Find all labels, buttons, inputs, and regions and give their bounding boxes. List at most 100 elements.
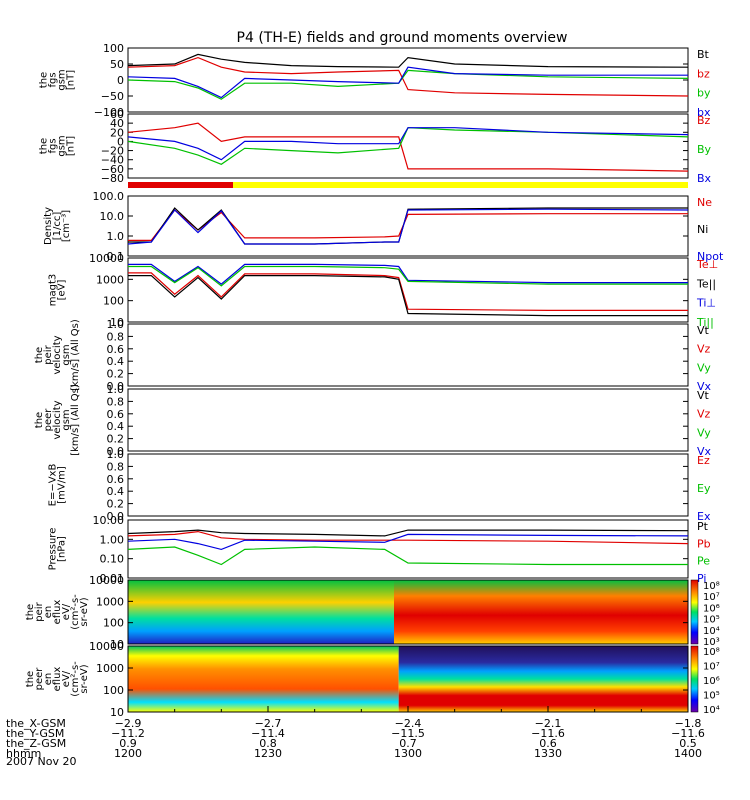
- series-line-Te: [128, 275, 688, 317]
- y-tick-label: 0.0: [107, 445, 125, 458]
- y-axis-label: sr-eV): [79, 597, 90, 626]
- legend-label: By: [697, 143, 712, 156]
- legend-label: Npot: [697, 250, 724, 263]
- x-row-value: 0.6: [539, 737, 557, 750]
- x-row-value: −2.9: [115, 717, 142, 730]
- y-tick-label: 0.6: [107, 408, 125, 421]
- spectrogram-active: [394, 580, 688, 644]
- panel-frame: [127, 323, 689, 387]
- panel-frame: [127, 519, 689, 579]
- panels-group: 100500−50−100thefgsgsm[nT]Btbzbybx604020…: [25, 42, 724, 719]
- legend-label: Ti||: [696, 316, 714, 329]
- x-row-value: 1330: [534, 747, 562, 760]
- y-tick-label: −80: [101, 172, 124, 185]
- y-tick-label: 0.4: [107, 485, 125, 498]
- spectrogram-active: [398, 646, 688, 712]
- x-row-label: the_X-GSM: [6, 717, 66, 730]
- series-line-Pt: [127, 529, 689, 537]
- y-tick-label: 0.8: [107, 330, 125, 343]
- y-tick-label: 100: [103, 684, 124, 697]
- y-tick-label: 10000: [89, 640, 124, 653]
- y-tick-label: 50: [110, 58, 124, 71]
- y-tick-label: 0.4: [107, 420, 125, 433]
- legend-label: Vx: [697, 380, 712, 393]
- series-line-Pb: [127, 530, 689, 545]
- series-line-Pi: [127, 533, 689, 551]
- series-line-Bt: [127, 53, 689, 68]
- y-tick-label: 0.6: [107, 473, 125, 486]
- y-axis-label: en: [43, 606, 54, 619]
- y-tick-label: 0.4: [107, 355, 125, 368]
- y-tick-label: 10000: [89, 574, 124, 587]
- y-axis-label: eflux: [52, 600, 63, 625]
- y-tick-label: 0: [117, 74, 124, 87]
- y-axis-label: the: [39, 138, 50, 154]
- y-axis-label: [nT]: [66, 70, 77, 90]
- y-tick-label: −100: [94, 106, 124, 119]
- x-row-label: hhmm: [6, 747, 41, 760]
- legend-label: Bx: [697, 172, 712, 185]
- colorbar-label: 10⁷: [703, 592, 720, 603]
- date-label: 2007 Nov 20: [6, 755, 76, 768]
- y-tick-label: 0.2: [107, 498, 125, 511]
- colorbar-label: 10⁶: [703, 603, 720, 614]
- y-axis-label: en: [43, 673, 54, 686]
- y-axis-label: [1/cc]: [52, 212, 63, 241]
- y-tick-label: 20: [110, 126, 124, 139]
- series-line-Bx: [127, 127, 689, 161]
- colorbar-label: 10⁴: [703, 705, 720, 716]
- series-line-bz: [127, 56, 689, 97]
- y-axis-label: [eV]: [57, 280, 68, 301]
- panel-frame: [127, 388, 689, 452]
- x-row-value: −2.4: [395, 717, 422, 730]
- legend-label: Bt: [697, 48, 710, 61]
- y-axis-label: velocity: [52, 400, 63, 439]
- x-row-value: 1400: [674, 747, 702, 760]
- y-tick-label: 100: [103, 295, 124, 308]
- x-row-value: −2.7: [255, 717, 282, 730]
- x-row-value: −11.4: [251, 727, 285, 740]
- y-axis-label: the: [34, 347, 45, 363]
- colorbar: [690, 579, 699, 645]
- panel-temperature: 10000 1000 100 10 magt3[eV] Te⊥ Te|| Ti⊥ Ti||: [48, 252, 719, 329]
- y-axis-label: peer: [34, 667, 45, 691]
- legend-label: Pi: [697, 572, 706, 585]
- y-tick-label: 1.0: [107, 448, 125, 461]
- y-axis-label: gsm: [57, 69, 68, 90]
- y-axis-label: [mV/m]: [57, 466, 68, 504]
- panel-frame: [127, 257, 689, 323]
- x-row-value: 1200: [114, 747, 142, 760]
- panel-peir-velocity: 1.00.80.60.40.20.0thepeirvelocitygsm[km/…: [34, 318, 712, 393]
- legend-label: Pe: [697, 555, 710, 568]
- y-axis-label: peir: [43, 344, 54, 364]
- y-axis-label: [nT]: [66, 136, 77, 156]
- panel-pressure: 10.00 1.00 0.10 0.01 Pressure[nPa] Pt Pb Pe Pi: [48, 514, 711, 585]
- series-line-bx: [127, 66, 688, 99]
- legend-label: Vt: [697, 389, 710, 402]
- legend-label: Ne: [697, 196, 712, 209]
- y-axis-label: (cm²-s-: [70, 661, 81, 697]
- legend-label: Pt: [697, 520, 709, 533]
- y-tick-label: 0.2: [107, 368, 125, 381]
- y-tick-label: 1000: [96, 273, 124, 286]
- panel-frame: [127, 579, 689, 645]
- legend-label: Ti⊥: [696, 297, 716, 310]
- panel-frame: [127, 453, 689, 517]
- y-tick-label: −40: [101, 154, 124, 167]
- x-row-value: −11.6: [671, 727, 705, 740]
- colorbar-label: 10⁴: [703, 626, 720, 637]
- y-axis-label: peer: [43, 408, 54, 432]
- y-axis-label: eV/: [61, 670, 72, 687]
- legend-label: Ex: [697, 510, 711, 523]
- plot-title: P4 (TH-E) fields and ground moments over…: [237, 30, 568, 46]
- y-tick-label: 10: [110, 638, 124, 651]
- y-tick-label: −50: [101, 90, 124, 103]
- y-axis-label: eflux: [52, 667, 63, 692]
- x-axis-area: the_X-GSM −2.9 −2.7 −2.4 −2.1 −1.8 the_Y-GSM −1…: [6, 706, 705, 760]
- y-tick-label: 60: [110, 108, 124, 121]
- y-tick-label: 10.0: [100, 210, 125, 223]
- x-row-value: 0.5: [679, 737, 697, 750]
- y-tick-label: 1000: [96, 595, 124, 608]
